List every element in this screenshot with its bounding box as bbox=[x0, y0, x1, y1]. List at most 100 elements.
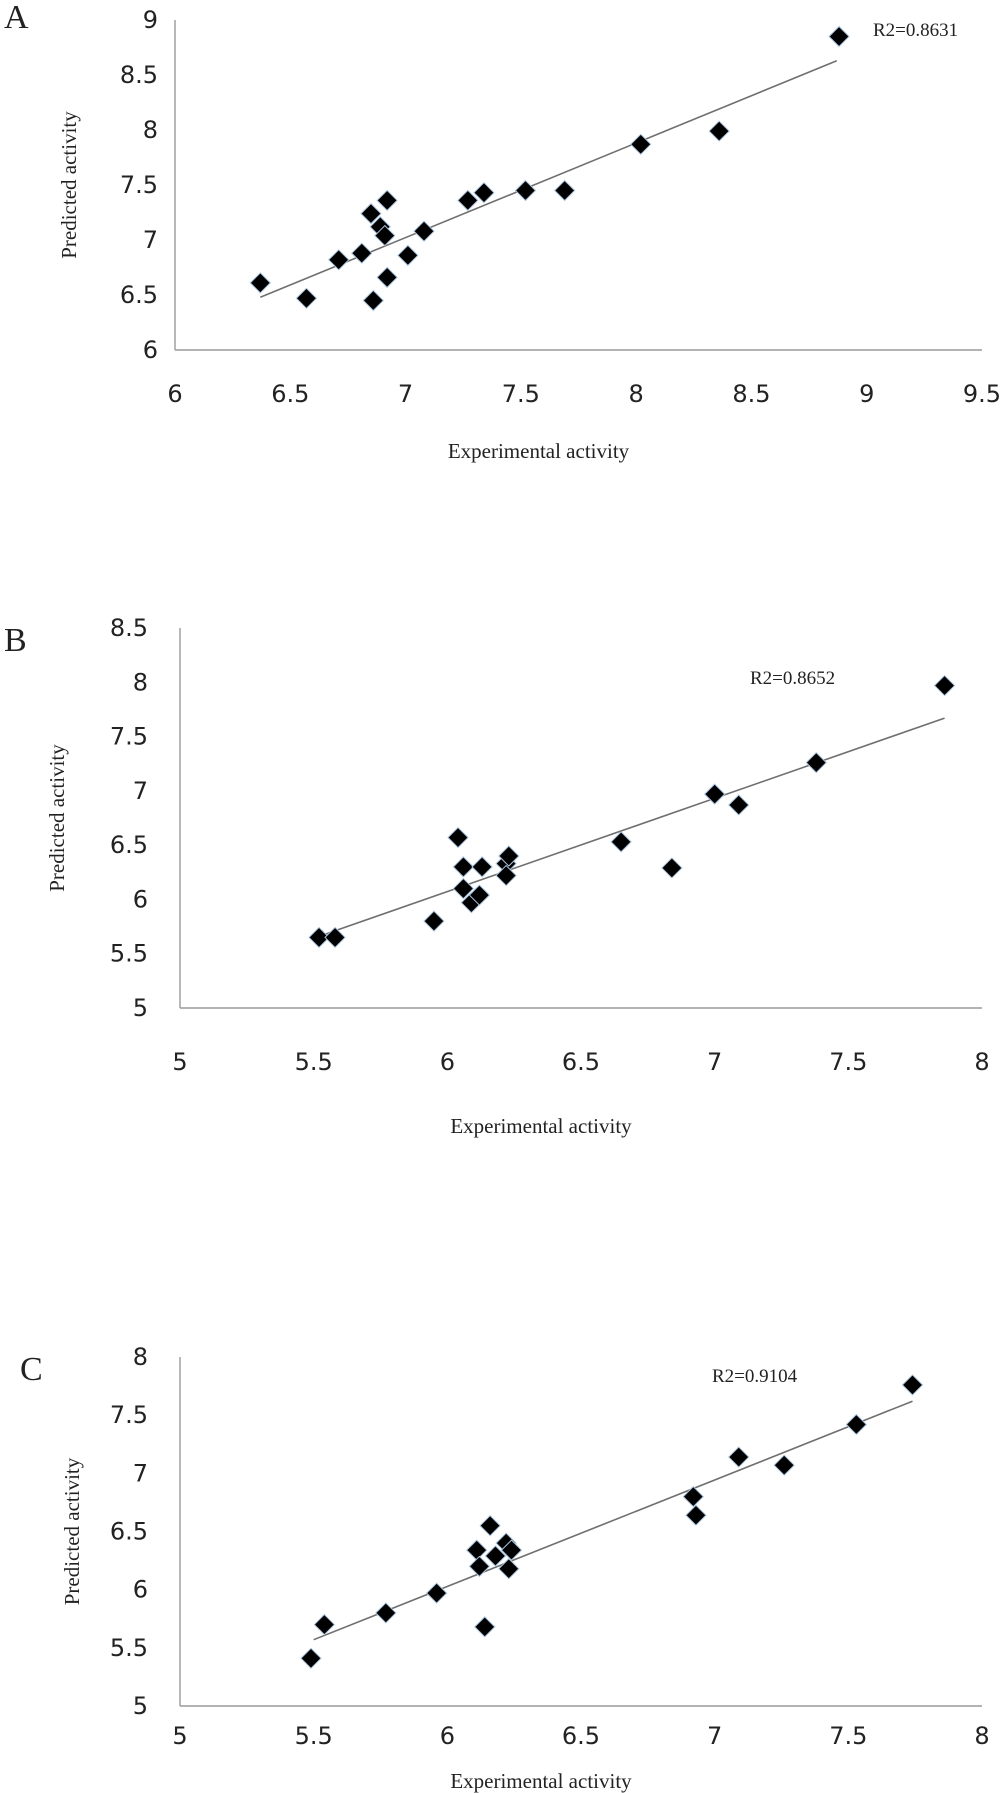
x-tick-label: 5 bbox=[172, 1722, 187, 1750]
data-point bbox=[610, 831, 632, 853]
x-axis-title: Experimental activity bbox=[448, 439, 630, 463]
x-axis-title: Experimental activity bbox=[450, 1114, 632, 1138]
data-point bbox=[376, 266, 398, 289]
x-tick-label: 6 bbox=[440, 1048, 455, 1076]
data-point bbox=[249, 272, 272, 294]
data-point bbox=[397, 244, 419, 267]
y-axis-title: Predicted activity bbox=[57, 111, 81, 259]
data-point bbox=[313, 1613, 336, 1636]
data-point bbox=[468, 1555, 491, 1578]
data-point bbox=[805, 751, 827, 774]
data-point bbox=[360, 202, 382, 225]
y-tick-label: 7.5 bbox=[110, 1401, 148, 1429]
data-point bbox=[351, 242, 373, 264]
y-tick-label: 8 bbox=[133, 668, 148, 696]
data-point bbox=[413, 220, 435, 242]
y-tick-label: 5 bbox=[133, 994, 148, 1022]
y-tick-label: 6 bbox=[133, 1576, 148, 1604]
x-tick-label: 8 bbox=[974, 1722, 989, 1750]
data-point bbox=[466, 1539, 488, 1561]
data-point bbox=[457, 189, 479, 212]
x-tick-label: 8.5 bbox=[732, 380, 770, 408]
x-tick-label: 7.5 bbox=[829, 1722, 867, 1750]
y-tick-label: 7 bbox=[133, 777, 148, 805]
data-point bbox=[901, 1374, 924, 1396]
data-point bbox=[514, 179, 537, 202]
data-point bbox=[468, 884, 491, 906]
data-point bbox=[375, 1602, 397, 1624]
data-point bbox=[452, 856, 475, 878]
chart-panel-c: C 5 5.5 6 6.5 7 7.5 8 5 5.5 6 6.5 7 7.5 8 Experimental … bbox=[20, 1343, 990, 1793]
y-tick-label: 6 bbox=[143, 336, 158, 364]
y-tick-label: 7.5 bbox=[120, 171, 158, 199]
x-tick-label: 5.5 bbox=[295, 1048, 333, 1076]
chart-panel-b: B 5 5.5 6 6.5 7 7.5 8 5 5.5 6 6.5 7 7.5 8 8.5 Experiment… bbox=[4, 614, 990, 1138]
y-tick-label: 6.5 bbox=[110, 831, 148, 859]
y-axis-title: Predicted activity bbox=[60, 1457, 84, 1605]
r2-annotation: R2=0.8652 bbox=[750, 668, 835, 689]
data-point bbox=[425, 1582, 448, 1604]
x-tick-label: 6.5 bbox=[562, 1722, 600, 1750]
r2-annotation: R2=0.9104 bbox=[712, 1366, 798, 1387]
data-point bbox=[500, 1539, 523, 1561]
data-point bbox=[452, 877, 475, 900]
x-tick-label: 8 bbox=[974, 1048, 989, 1076]
data-point bbox=[630, 133, 652, 156]
x-tick-label: 7.5 bbox=[829, 1048, 867, 1076]
data-point bbox=[845, 1413, 868, 1436]
panel-label: B bbox=[4, 622, 27, 659]
data-point bbox=[308, 926, 330, 949]
data-point bbox=[773, 1454, 795, 1476]
data-point bbox=[498, 1558, 520, 1580]
y-tick-label: 8.5 bbox=[110, 614, 148, 642]
data-point bbox=[295, 287, 318, 310]
trend-line bbox=[318, 717, 945, 938]
data-point bbox=[376, 189, 398, 212]
panel-label: C bbox=[20, 1351, 43, 1388]
data-point bbox=[728, 1446, 750, 1468]
x-tick-label: 6 bbox=[167, 380, 182, 408]
x-tick-label: 5.5 bbox=[295, 1722, 333, 1750]
data-point bbox=[495, 864, 517, 887]
y-tick-label: 5.5 bbox=[110, 940, 148, 968]
y-tick-label: 5.5 bbox=[110, 1634, 148, 1662]
y-tick-label: 7 bbox=[133, 1459, 148, 1487]
chart-panel-a: A 6 6.5 7 7.5 8 8.5 9 9.5 6 6.5 7 7.5 8 8.5 9 Experiment… bbox=[4, 0, 1000, 463]
data-point bbox=[447, 826, 469, 849]
x-axis-title: Experimental activity bbox=[450, 1769, 632, 1793]
r2-annotation: R2=0.8631 bbox=[873, 20, 958, 41]
data-point bbox=[423, 910, 445, 932]
data-point bbox=[327, 249, 350, 271]
data-point bbox=[498, 845, 520, 867]
data-point bbox=[362, 289, 384, 312]
x-tick-label: 7 bbox=[398, 380, 413, 408]
y-tick-label: 8.5 bbox=[120, 61, 158, 89]
y-tick-label: 6 bbox=[133, 885, 148, 913]
panel-label: A bbox=[4, 0, 29, 36]
data-point bbox=[474, 1616, 496, 1638]
y-axis-title: Predicted activity bbox=[45, 744, 69, 892]
y-tick-label: 8 bbox=[143, 116, 158, 144]
x-tick-label: 6.5 bbox=[271, 380, 309, 408]
y-tick-label: 9 bbox=[143, 6, 158, 34]
y-tick-label: 8 bbox=[133, 1343, 148, 1371]
data-point bbox=[553, 179, 576, 202]
trend-line bbox=[313, 1400, 913, 1641]
y-tick-label: 6.5 bbox=[120, 281, 158, 309]
x-tick-label: 6.5 bbox=[562, 1048, 600, 1076]
x-tick-label: 7 bbox=[707, 1048, 722, 1076]
x-tick-label: 7.5 bbox=[502, 380, 540, 408]
x-tick-label: 9 bbox=[859, 380, 874, 408]
x-tick-label: 6 bbox=[440, 1722, 455, 1750]
data-point bbox=[685, 1504, 707, 1526]
x-tick-label: 9.5 bbox=[963, 380, 1000, 408]
x-tick-label: 7 bbox=[707, 1722, 722, 1750]
y-tick-label: 5 bbox=[133, 1692, 148, 1720]
data-point bbox=[324, 926, 346, 949]
data-point bbox=[479, 1514, 501, 1537]
x-tick-label: 5 bbox=[172, 1048, 187, 1076]
data-point bbox=[708, 120, 730, 142]
x-tick-label: 8 bbox=[629, 380, 644, 408]
y-tick-label: 6.5 bbox=[110, 1518, 148, 1546]
